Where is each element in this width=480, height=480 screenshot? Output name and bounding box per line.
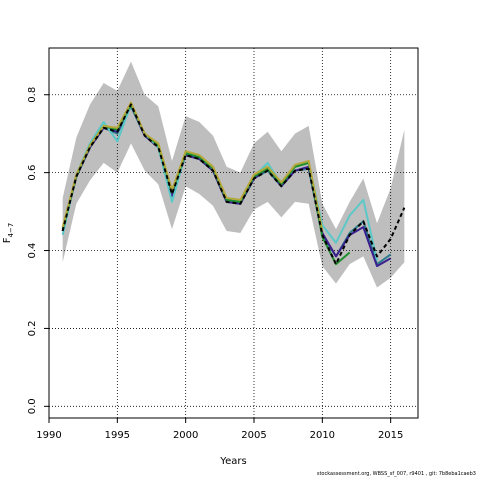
x-tick-label: 1995 — [105, 430, 130, 441]
x-tick-label: 2005 — [241, 430, 266, 441]
y-tick-label: 0.0 — [27, 398, 38, 414]
y-axis-title-main: F — [2, 237, 13, 243]
plot-frame — [48, 47, 419, 419]
footer-credit: stockassessment.org, WBSS_sf_007, r9401 … — [316, 471, 476, 477]
confidence-band-layer — [62, 61, 405, 288]
series-layer — [61, 101, 406, 268]
y-tick-label: 0.2 — [27, 320, 38, 336]
series-line-6 — [61, 103, 406, 266]
x-tick-label: 1990 — [36, 430, 61, 441]
series-line-5 — [61, 101, 324, 232]
x-tick-label: 2000 — [173, 430, 198, 441]
x-axis-title: Years — [219, 456, 246, 467]
y-tick-label: 0.6 — [27, 165, 38, 181]
y-axis-title-sub: 4−7 — [7, 223, 15, 238]
y-tick-label: 0.8 — [27, 87, 38, 103]
y-axis-title: F4−7 — [2, 223, 15, 244]
x-tick-label: 2015 — [378, 430, 403, 441]
y-axis: 0.0 0.2 0.4 0.6 0.8 — [27, 87, 49, 414]
x-axis: 1990 1995 2000 2005 2010 2015 — [36, 418, 403, 441]
y-tick-label: 0.4 — [27, 243, 38, 259]
confidence-band — [62, 61, 405, 288]
x-tick-label: 2010 — [310, 430, 335, 441]
